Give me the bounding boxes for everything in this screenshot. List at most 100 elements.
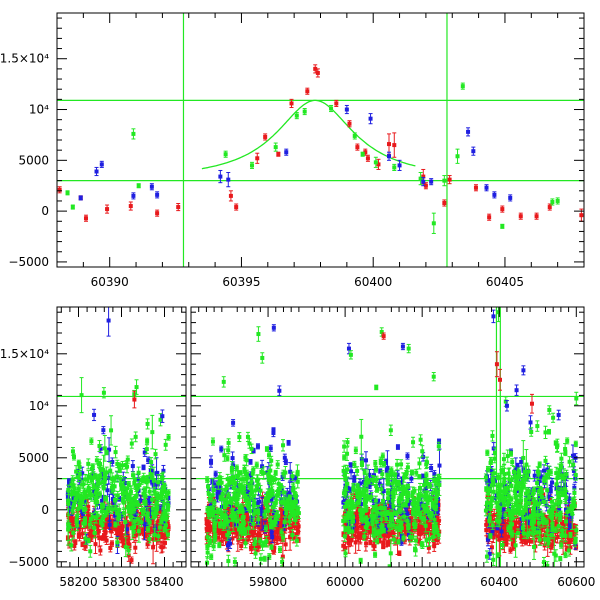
data-point [267, 453, 271, 457]
data-point [143, 533, 147, 537]
data-point [519, 214, 523, 218]
data-point [147, 537, 151, 541]
data-point [508, 196, 512, 200]
data-point [209, 460, 213, 464]
data-point [226, 178, 230, 182]
data-point [106, 506, 110, 510]
data-point [474, 186, 478, 190]
data-point [276, 152, 280, 156]
data-point [122, 511, 126, 515]
data-point [79, 196, 83, 200]
data-point [105, 451, 109, 455]
data-point [156, 534, 160, 538]
data-point [155, 193, 159, 197]
data-point [137, 471, 141, 475]
data-point [126, 505, 130, 509]
data-point [75, 524, 79, 528]
data-point [131, 464, 135, 468]
data-point [143, 493, 147, 497]
data-point [366, 156, 370, 160]
data-point [205, 561, 209, 565]
data-point [398, 163, 402, 167]
data-point [142, 465, 146, 469]
data-point [283, 456, 287, 460]
data-point [255, 156, 259, 160]
data-point [247, 442, 251, 446]
data-point [392, 165, 396, 169]
data-point [134, 435, 138, 439]
data-point [81, 531, 85, 535]
data-point [92, 413, 96, 417]
data-point [550, 200, 554, 204]
data-point [103, 528, 107, 532]
y-tick-label: −5000 [8, 255, 49, 269]
data-point [97, 444, 101, 448]
data-point [93, 531, 97, 535]
data-point [113, 499, 117, 503]
data-point [432, 221, 436, 225]
data-point [283, 471, 287, 475]
data-point [142, 500, 146, 504]
data-point [143, 451, 147, 455]
data-point [140, 479, 144, 483]
data-point [471, 149, 475, 153]
data-point [125, 524, 129, 528]
data-point [138, 498, 142, 502]
data-point [154, 493, 158, 497]
data-point [149, 474, 153, 478]
data-point [66, 502, 70, 506]
data-point [130, 442, 134, 446]
data-point [71, 477, 75, 481]
data-point [109, 428, 113, 432]
data-point [263, 557, 267, 561]
data-point [176, 205, 180, 209]
data-point [91, 515, 95, 519]
data-point [124, 545, 128, 549]
data-point [99, 468, 103, 472]
data-point [71, 205, 75, 209]
data-point [485, 186, 489, 190]
x-tick-label: 60400 [354, 275, 392, 289]
data-point [487, 215, 491, 219]
data-point [119, 536, 123, 540]
data-point [68, 525, 72, 529]
data-point [369, 117, 373, 121]
data-point [156, 480, 160, 484]
data-point [270, 531, 274, 535]
data-point [290, 474, 294, 478]
data-point [500, 224, 504, 228]
data-point [492, 193, 496, 197]
data-point [82, 491, 86, 495]
data-point [233, 560, 237, 564]
data-point [95, 169, 99, 173]
data-point [442, 179, 446, 183]
data-point [164, 523, 168, 527]
data-point [149, 460, 153, 464]
y-tick-label: 1.5×10⁴ [0, 52, 49, 66]
data-point [101, 428, 105, 432]
data-point [207, 492, 211, 496]
data-point [83, 507, 87, 511]
data-point [556, 199, 560, 203]
data-point [250, 163, 254, 167]
data-point [105, 207, 109, 211]
data-point [94, 500, 98, 504]
data-point [277, 389, 281, 393]
data-point [123, 520, 127, 524]
data-point [249, 460, 253, 464]
data-point [209, 555, 213, 559]
data-point [246, 435, 250, 439]
data-point [461, 84, 465, 88]
data-point [113, 522, 117, 526]
data-point [152, 479, 156, 483]
data-point [131, 132, 135, 136]
data-point [579, 213, 583, 217]
data-point [206, 551, 210, 555]
data-point [148, 520, 152, 524]
data-point [145, 477, 149, 481]
data-point [121, 492, 125, 496]
data-point [229, 194, 233, 198]
data-point [80, 495, 84, 499]
